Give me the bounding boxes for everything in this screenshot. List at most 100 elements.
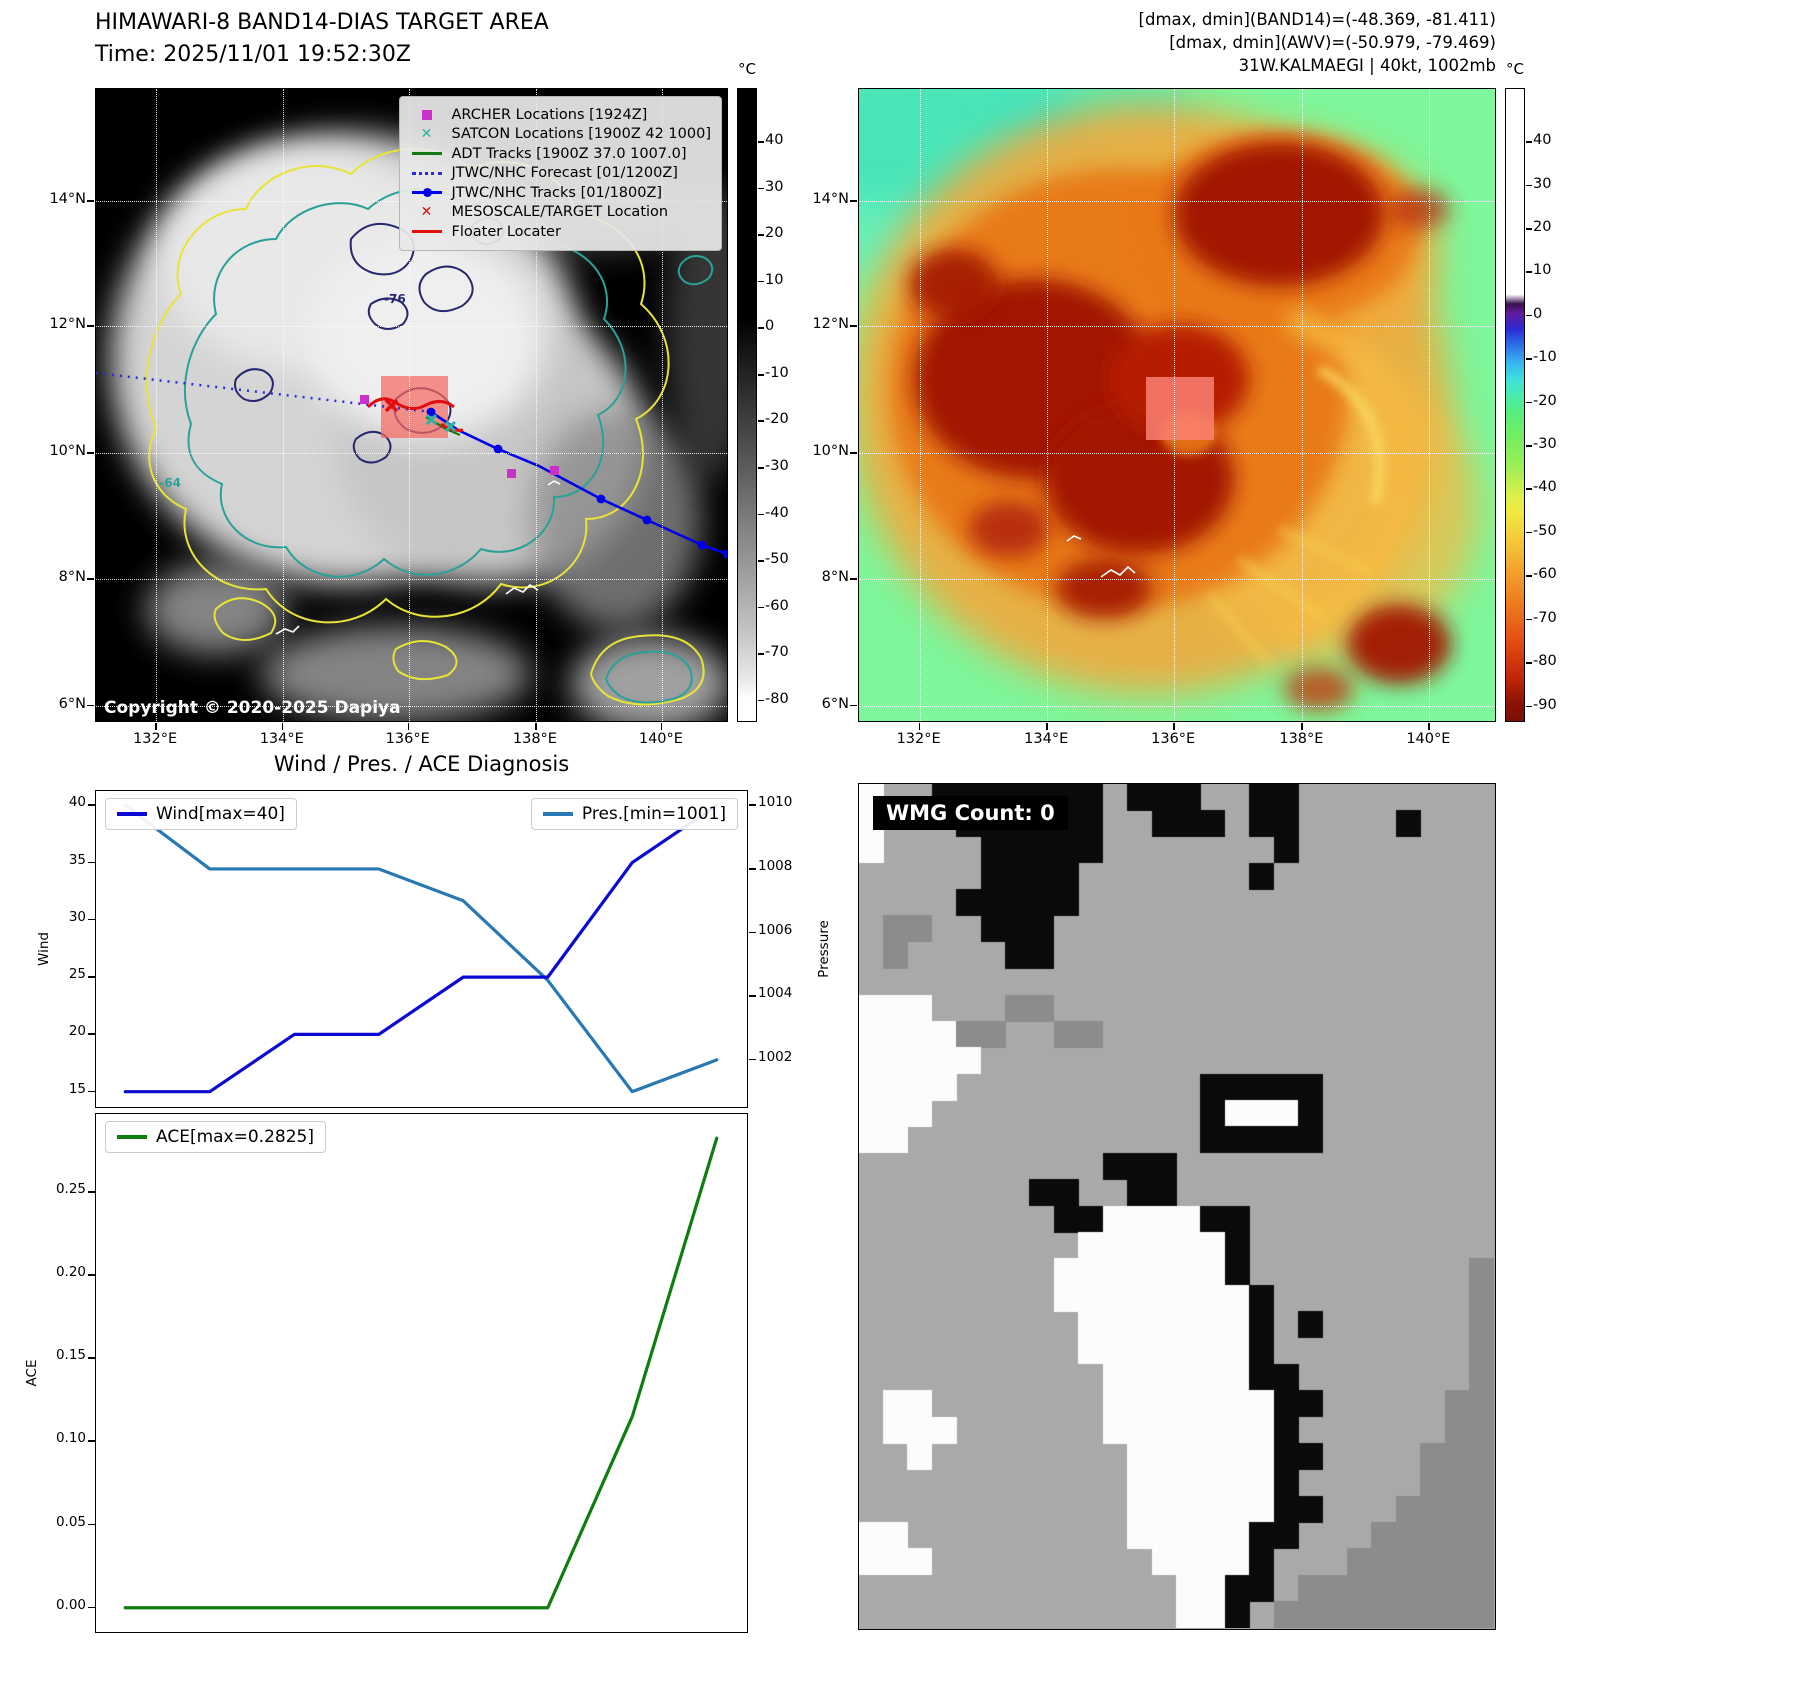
pressure-legend-label: Pres.[min=1001] [581, 804, 726, 824]
wind-legend: Wind[max=40] [105, 798, 297, 830]
axis-tick [918, 723, 921, 730]
copyright-label: Copyright © 2020-2025 Dapiya [104, 698, 401, 718]
ace-legend-label: ACE[max=0.2825] [156, 1127, 314, 1147]
contour-label: -76 [384, 291, 406, 306]
lat-tick-label: 14°N [49, 191, 86, 208]
grid-line [96, 326, 727, 328]
colorbar-tick [1526, 488, 1532, 491]
jtwc-track [426, 407, 727, 559]
colorbar-tick-label: -80 [1533, 653, 1557, 670]
axis-tick [88, 976, 95, 978]
pressure-tick-label: 1010 [758, 794, 793, 811]
legend-item-label: SATCON Locations [1900Z 42 1000] [451, 126, 711, 143]
colorbar-tick-label: -30 [765, 458, 789, 474]
grid-line [661, 89, 663, 721]
legend-item: JTWC/NHC Tracks [01/1800Z] [410, 183, 711, 203]
ace-tick-label: 0.00 [55, 1596, 86, 1613]
ace-axis-title: ACE [24, 1359, 40, 1387]
target-area-box [1146, 377, 1214, 440]
legend-item-label: MESOSCALE/TARGET Location [451, 204, 669, 221]
axis-tick [749, 867, 756, 870]
ace-tick-label: 0.10 [55, 1430, 86, 1447]
ace-legend-line-icon [117, 1135, 147, 1139]
x-marker-icon: ✕ [420, 204, 433, 221]
axis-tick [155, 723, 157, 730]
axis-tick [88, 1274, 95, 1276]
dmax-dmin-awv-label: [dmax, dmin](AWV)=(-50.979, -79.469) [1169, 33, 1496, 52]
colorbar-tick [1526, 445, 1532, 447]
satcon-location-markers [425, 413, 457, 433]
grid-line [96, 579, 727, 581]
dotted-marker-icon [410, 171, 444, 175]
diagnosis-title: Wind / Pres. / ACE Diagnosis [273, 752, 570, 776]
awv-header: [dmax, dmin](BAND14)=(-48.369, -81.411) … [1139, 8, 1496, 77]
awv-satellite-map [858, 88, 1496, 722]
colorbar-tick [758, 187, 764, 190]
axis-tick [1301, 723, 1303, 730]
grid-line [1047, 89, 1049, 721]
wind-pressure-plot [123, 803, 719, 1094]
pressure-axis-title: Pressure [816, 920, 832, 978]
wind-legend-label: Wind[max=40] [156, 804, 285, 824]
band14-colorbar-unit: °C [738, 60, 756, 78]
band14-colorbar [737, 88, 757, 722]
grid-line [859, 201, 1495, 203]
axis-tick [749, 804, 756, 806]
colorbar-tick-label: 30 [1533, 175, 1552, 192]
wind-tick-label: 35 [68, 851, 86, 868]
colorbar-tick [1526, 575, 1532, 577]
colorbar-tick-label: 0 [1533, 305, 1543, 322]
grid-line [282, 89, 284, 721]
colorbar-tick-label: -70 [1533, 609, 1557, 626]
legend-item-label: ADT Tracks [1900Z 37.0 1007.0] [451, 145, 687, 162]
lat-tick-label: 12°N [49, 316, 86, 333]
axis-tick [281, 723, 284, 730]
x-marker-icon: ✕ [420, 126, 433, 143]
colorbar-tick-label: -50 [1533, 522, 1557, 539]
colorbar-tick [758, 467, 764, 469]
pressure-tick-label: 1006 [758, 921, 793, 938]
legend-item: Floater Locater [410, 222, 711, 242]
colorbar-tick-label: 20 [765, 225, 784, 242]
grid-line [1302, 89, 1304, 721]
axis-tick [1428, 723, 1430, 730]
legend-item: ✕ MESOSCALE/TARGET Location [410, 203, 711, 223]
colorbar-tick [758, 513, 764, 516]
wind-tick-label: 40 [68, 794, 86, 811]
grid-line [1174, 89, 1176, 721]
colorbar-tick [1526, 271, 1532, 274]
wind-pressure-chart: Wind[max=40] Pres.[min=1001] [95, 790, 748, 1108]
wind-tick-label: 15 [68, 1080, 86, 1097]
contour-label: -64 [159, 475, 181, 490]
grid-line [1429, 89, 1431, 721]
grid-line [859, 452, 1495, 454]
colorbar-tick-label: -10 [765, 364, 789, 381]
coastlines [275, 480, 561, 635]
colorbar-tick [758, 373, 764, 376]
axis-tick [88, 1357, 95, 1359]
colorbar-tick [1526, 618, 1532, 621]
axis-tick [749, 931, 756, 934]
colorbar-tick [1526, 141, 1532, 143]
axis-tick [534, 723, 537, 730]
colorbar-tick-label: -20 [1533, 392, 1557, 409]
line-marker-icon [410, 152, 444, 156]
awv-colorbar-unit: °C [1506, 60, 1524, 78]
ace-tick-label: 0.25 [55, 1181, 86, 1198]
legend-item-label: Floater Locater [451, 223, 561, 240]
axis-tick [660, 723, 663, 730]
axis-tick [850, 704, 857, 707]
wind-tick-label: 30 [68, 908, 86, 925]
colorbar-tick-label: -60 [765, 597, 789, 614]
axis-tick [87, 200, 94, 202]
axis-tick [88, 1191, 95, 1193]
lat-tick-label: 14°N [812, 191, 849, 208]
colorbar-tick [758, 234, 764, 236]
colorbar-tick-label: -10 [1533, 349, 1557, 366]
axis-tick [88, 804, 95, 806]
axis-tick [88, 1440, 95, 1443]
band14-satellite-map: ARCHER Locations [1924Z] ✕ SATCON Location… [95, 88, 728, 722]
axis-tick [87, 451, 94, 454]
legend-item: JTWC/NHC Forecast [01/1200Z] [410, 164, 711, 184]
colorbar-tick [758, 141, 764, 143]
